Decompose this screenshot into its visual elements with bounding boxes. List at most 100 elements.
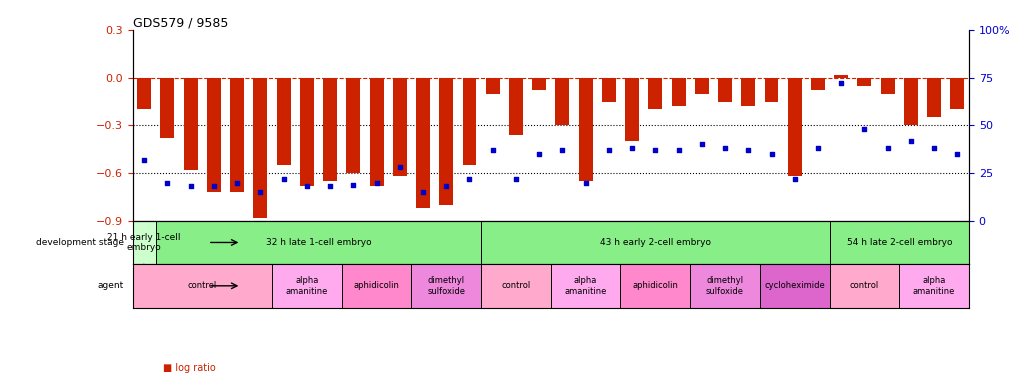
Bar [690, 264, 759, 308]
Bar [787, 78, 801, 176]
Bar [439, 78, 452, 205]
Point [275, 176, 291, 182]
Text: aphidicolin: aphidicolin [354, 281, 399, 290]
Bar [926, 78, 941, 117]
Bar [138, 78, 151, 110]
Bar [903, 78, 917, 125]
Point [856, 126, 872, 132]
Bar [369, 78, 383, 186]
Bar [810, 78, 824, 90]
Text: control: control [187, 281, 217, 290]
Text: alpha
amanitine: alpha amanitine [285, 276, 328, 296]
Bar [717, 78, 732, 102]
Bar [272, 264, 341, 308]
Bar [578, 78, 592, 181]
Point [693, 141, 709, 147]
Point [878, 145, 895, 151]
Bar [132, 221, 156, 264]
Point [925, 145, 942, 151]
Point [762, 151, 779, 157]
Point [182, 183, 199, 189]
Point [716, 145, 733, 151]
Point [624, 145, 640, 151]
Text: control: control [849, 281, 878, 290]
Point [949, 151, 965, 157]
Point [391, 164, 408, 170]
Bar [555, 78, 569, 125]
Bar [625, 78, 639, 141]
Text: alpha
amanitine: alpha amanitine [912, 276, 955, 296]
Bar [481, 221, 828, 264]
Bar [899, 264, 968, 308]
Bar [601, 78, 615, 102]
Bar [620, 264, 690, 308]
Point [786, 176, 802, 182]
Point [206, 183, 222, 189]
Point [159, 180, 175, 186]
Point [415, 189, 431, 195]
Bar [230, 78, 244, 192]
Point [322, 183, 338, 189]
Point [577, 180, 593, 186]
Bar [207, 78, 221, 192]
Bar [828, 221, 968, 264]
Bar [694, 78, 708, 94]
Text: dimethyl
sulfoxide: dimethyl sulfoxide [427, 276, 465, 296]
Bar [132, 264, 272, 308]
Bar [648, 78, 661, 110]
Bar [671, 78, 685, 106]
Bar [253, 78, 267, 218]
Bar [462, 78, 476, 165]
Bar [341, 264, 411, 308]
Bar [741, 78, 754, 106]
Bar [532, 78, 545, 90]
Text: dimethyl
sulfoxide: dimethyl sulfoxide [705, 276, 743, 296]
Point [438, 183, 454, 189]
Bar [828, 264, 899, 308]
Point [507, 176, 524, 182]
Text: alpha
amanitine: alpha amanitine [564, 276, 606, 296]
Bar [416, 78, 430, 208]
Bar [411, 264, 481, 308]
Bar [160, 78, 174, 138]
Bar [156, 221, 481, 264]
Point [902, 138, 918, 144]
Point [647, 147, 663, 153]
Text: aphidicolin: aphidicolin [632, 281, 678, 290]
Point [669, 147, 686, 153]
Bar [485, 78, 499, 94]
Point [833, 80, 849, 86]
Text: cycloheximide: cycloheximide [763, 281, 824, 290]
Point [809, 145, 825, 151]
Point [299, 183, 315, 189]
Point [484, 147, 500, 153]
Point [553, 147, 570, 153]
Point [461, 176, 477, 182]
Bar [550, 264, 620, 308]
Point [600, 147, 616, 153]
Point [740, 147, 756, 153]
Point [136, 157, 152, 163]
Bar [346, 78, 360, 173]
Bar [764, 78, 777, 102]
Point [344, 182, 361, 188]
Bar [759, 264, 828, 308]
Text: 32 h late 1-cell embryo: 32 h late 1-cell embryo [265, 238, 371, 247]
Bar [481, 264, 550, 308]
Text: control: control [500, 281, 530, 290]
Bar [392, 78, 407, 176]
Bar [323, 78, 336, 181]
Text: 54 h late 2-cell embryo: 54 h late 2-cell embryo [846, 238, 951, 247]
Y-axis label: development stage: development stage [37, 238, 124, 247]
Point [228, 180, 246, 186]
Bar [950, 78, 963, 110]
Bar [276, 78, 290, 165]
Point [531, 151, 547, 157]
Point [368, 180, 384, 186]
Y-axis label: agent: agent [98, 281, 124, 290]
Bar [508, 78, 523, 135]
Bar [183, 78, 198, 170]
Bar [300, 78, 314, 186]
Text: GDS579 / 9585: GDS579 / 9585 [132, 17, 228, 30]
Bar [857, 78, 870, 86]
